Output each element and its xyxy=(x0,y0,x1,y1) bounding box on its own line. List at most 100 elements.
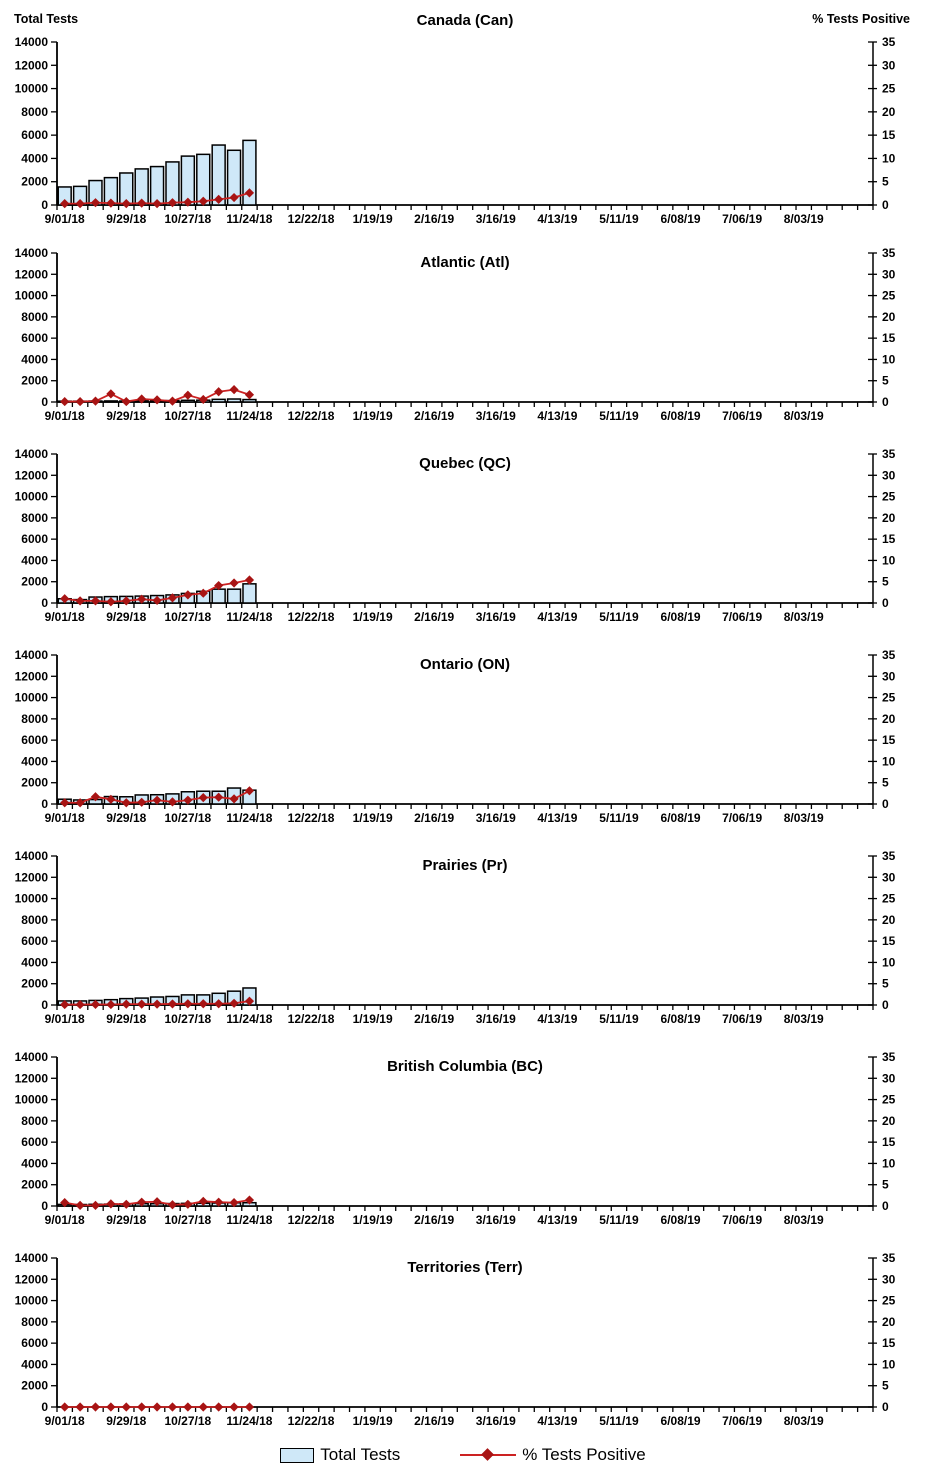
x-tick-label: 5/11/19 xyxy=(599,610,639,624)
total-tests-bar xyxy=(242,583,257,604)
x-tick-label: 11/24/18 xyxy=(226,610,272,624)
x-tick-label: 2/16/19 xyxy=(414,610,454,624)
legend-total-tests-label: Total Tests xyxy=(320,1445,401,1464)
pct-positive-point xyxy=(60,1402,70,1412)
chart-atlantic: Atlantic (Atl) 0 2000 4000 6000 8000 10000 120… xyxy=(0,230,926,431)
pct-positive-point xyxy=(244,575,255,585)
x-tick-label: 7/06/19 xyxy=(722,610,762,624)
pct-positive-point xyxy=(90,396,101,406)
x-tick-label: 10/27/18 xyxy=(165,1012,212,1026)
x-tick-label: 11/24/18 xyxy=(226,1012,272,1026)
left-tick-label: 2000 xyxy=(21,1379,48,1393)
right-tick-label: 30 xyxy=(882,1071,896,1085)
x-tick-label: 3/16/19 xyxy=(476,212,516,226)
right-tick-label: 25 xyxy=(882,892,896,906)
left-tick-label: 4000 xyxy=(21,151,48,165)
right-tick-label: 5 xyxy=(882,977,889,991)
right-tick-label: 20 xyxy=(882,712,896,726)
x-tick-label: 5/11/19 xyxy=(599,1414,639,1428)
pct-positive-point xyxy=(229,794,239,804)
left-tick-label: 6000 xyxy=(21,532,48,546)
legend-item-pct-positive: % Tests Positive xyxy=(460,1445,646,1465)
x-tick-label: 7/06/19 xyxy=(722,1414,762,1428)
total-tests-bar xyxy=(226,398,242,403)
x-tick-label: 12/22/18 xyxy=(288,811,335,825)
left-tick-label: 6000 xyxy=(21,128,48,142)
chart-title-territories: Territories (Terr) xyxy=(407,1259,523,1276)
x-tick-label: 4/13/19 xyxy=(537,811,577,825)
pct-positive-point xyxy=(90,1402,101,1412)
left-tick-label: 14000 xyxy=(15,447,49,461)
pct-positive-point xyxy=(214,387,224,397)
x-tick-label: 10/27/18 xyxy=(165,811,212,825)
x-tick-label: 9/01/18 xyxy=(45,1213,85,1227)
pct-positive-point xyxy=(137,1197,147,1207)
chart-ontario: Ontario (ON) 0 2000 4000 6000 8000 10000 12000… xyxy=(0,632,926,833)
x-tick-label: 10/27/18 xyxy=(165,409,212,423)
x-tick-label: 6/08/19 xyxy=(661,1414,701,1428)
left-tick-label: 14000 xyxy=(15,648,49,662)
pct-positive-point xyxy=(137,1402,147,1412)
right-tick-label: 30 xyxy=(882,468,896,482)
pct-positive-point xyxy=(106,389,116,399)
right-tick-label: 35 xyxy=(882,648,896,662)
left-tick-label: 0 xyxy=(41,998,48,1012)
left-tick-label: 14000 xyxy=(15,35,49,49)
pct-positive-point xyxy=(183,590,193,600)
left-tick-label: 10000 xyxy=(15,490,49,504)
pct-positive-point xyxy=(75,1200,85,1210)
pct-positive-point xyxy=(229,1197,239,1208)
x-tick-label: 11/24/18 xyxy=(226,409,272,423)
left-tick-label: 0 xyxy=(41,1400,48,1414)
x-tick-label: 8/03/19 xyxy=(784,1012,824,1026)
pct-positive-point xyxy=(167,999,178,1009)
x-tick-label: 12/22/18 xyxy=(288,1414,335,1428)
right-tick-label: 30 xyxy=(882,870,896,884)
x-tick-label: 9/29/18 xyxy=(106,1213,146,1227)
right-tick-label: 20 xyxy=(882,913,896,927)
left-tick-label: 8000 xyxy=(21,310,48,324)
pct-positive-point xyxy=(198,1402,208,1412)
right-tick-label: 10 xyxy=(882,553,896,567)
pct-positive-point xyxy=(152,395,162,405)
pct-positive-point xyxy=(152,1402,162,1412)
pct-positive-point xyxy=(244,1195,255,1205)
x-tick-label: 9/01/18 xyxy=(45,409,85,423)
left-tick-label: 4000 xyxy=(21,1357,48,1371)
right-tick-label: 35 xyxy=(882,1251,896,1265)
total-tests-bar xyxy=(226,149,242,206)
right-tick-label: 0 xyxy=(882,1199,889,1213)
x-tick-label: 4/13/19 xyxy=(537,1414,577,1428)
left-tick-label: 12000 xyxy=(15,267,49,281)
chart-title-canada: Canada (Can) xyxy=(416,12,514,29)
right-tick-label: 25 xyxy=(882,490,896,504)
x-tick-label: 10/27/18 xyxy=(165,212,212,226)
left-tick-label: 0 xyxy=(41,797,48,811)
chart-canada: Total Tests Canada (Can) % Tests Positiv… xyxy=(0,0,926,230)
left-tick-label: 8000 xyxy=(21,712,48,726)
pct-positive-point xyxy=(152,199,162,209)
right-tick-label: 0 xyxy=(882,395,889,409)
x-tick-label: 9/29/18 xyxy=(106,409,146,423)
x-tick-label: 7/06/19 xyxy=(722,811,762,825)
x-tick-label: 12/22/18 xyxy=(288,409,335,423)
x-tick-label: 9/01/18 xyxy=(45,1414,85,1428)
left-tick-label: 8000 xyxy=(21,1114,48,1128)
x-tick-label: 1/19/19 xyxy=(353,610,393,624)
legend-item-total-tests: Total Tests xyxy=(280,1445,400,1465)
left-tick-label: 4000 xyxy=(21,1156,48,1170)
total-tests-bar xyxy=(103,400,119,403)
left-tick-label: 2000 xyxy=(21,1178,48,1192)
x-tick-label: 2/16/19 xyxy=(414,1012,454,1026)
right-tick-label: 10 xyxy=(882,1357,896,1371)
total-tests-bar xyxy=(242,139,257,206)
pct-positive-point xyxy=(244,996,255,1006)
x-tick-label: 7/06/19 xyxy=(722,1012,762,1026)
x-tick-label: 10/27/18 xyxy=(165,1213,212,1227)
x-tick-label: 4/13/19 xyxy=(537,1012,577,1026)
x-tick-label: 11/24/18 xyxy=(226,1414,272,1428)
pct-positive-point xyxy=(106,198,116,208)
right-tick-label: 30 xyxy=(882,1272,896,1286)
plot-atlantic: 0 2000 4000 6000 8000 10000 12000 14000 0 5 10 15 20… xyxy=(15,246,896,423)
